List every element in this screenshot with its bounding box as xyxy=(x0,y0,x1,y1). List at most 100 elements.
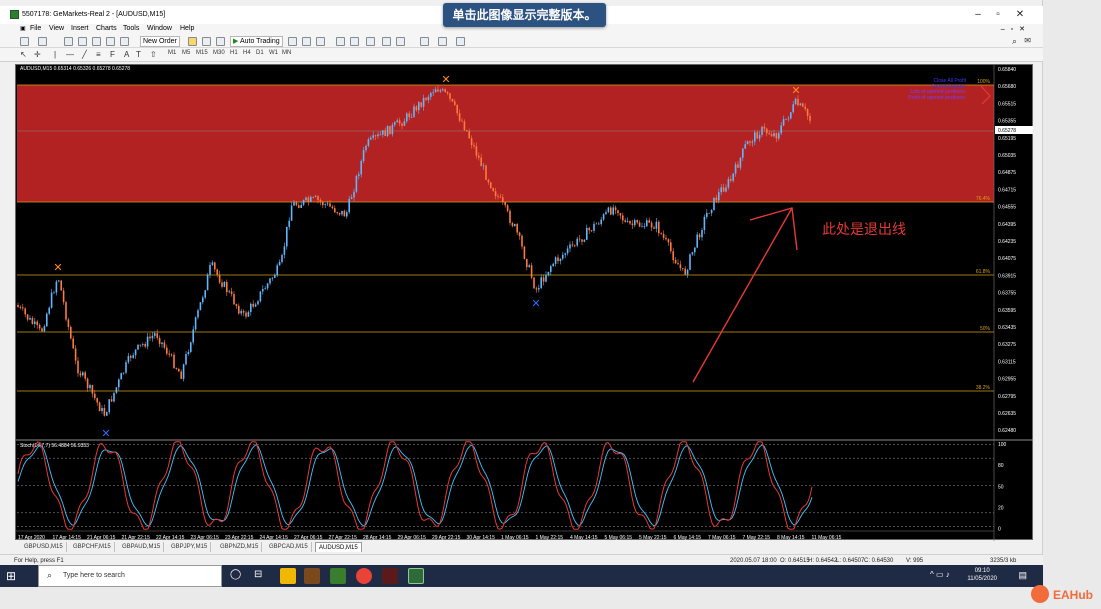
line-chart-icon[interactable] xyxy=(316,37,325,46)
candle-body xyxy=(180,371,182,379)
trendline-icon[interactable]: ╱ xyxy=(82,50,87,59)
current-price-box xyxy=(995,126,1033,134)
candle-body xyxy=(499,196,502,198)
tf-h1[interactable]: H1 xyxy=(230,50,238,56)
metatrader-icon[interactable] xyxy=(382,568,398,584)
vertical-line-icon[interactable]: | xyxy=(54,50,57,59)
autoscroll-icon[interactable] xyxy=(382,37,391,46)
info-close-all[interactable]: Close All Profit xyxy=(933,78,966,84)
market-icon[interactable] xyxy=(216,37,225,46)
candlestick-icon[interactable] xyxy=(302,37,311,46)
channel-icon[interactable]: ≡ xyxy=(96,50,101,59)
search-icon[interactable]: ⌕ xyxy=(1011,36,1017,46)
candle-body xyxy=(790,112,792,119)
tab-audusd[interactable]: AUDUSD,M15 xyxy=(315,542,362,552)
menu-view[interactable]: View xyxy=(49,25,65,32)
taskbar-clock[interactable]: 09:10 11/05/2020 xyxy=(967,567,997,583)
candle-body xyxy=(598,223,600,225)
new-chart-icon[interactable] xyxy=(20,37,29,46)
metatrader-active-icon[interactable] xyxy=(408,568,424,584)
candle-body xyxy=(432,92,434,94)
new-order-button[interactable]: New Order xyxy=(140,36,180,47)
chart-shift-icon[interactable] xyxy=(396,37,405,46)
task-switch-icon[interactable]: ⊟ xyxy=(254,569,263,580)
candle-body xyxy=(761,126,763,135)
data-window-icon[interactable] xyxy=(78,37,87,46)
tf-m5[interactable]: M5 xyxy=(182,50,191,56)
close-button[interactable]: ✕ xyxy=(1015,9,1025,20)
candle-body xyxy=(554,257,557,264)
bar-chart-icon[interactable] xyxy=(288,37,297,46)
minecraft-icon[interactable] xyxy=(304,568,320,584)
tab-gbpusd[interactable]: GBPUSD,M15 xyxy=(21,542,67,552)
chart-window[interactable]: 100% 76.4% 61.8% 50% 38.2% ✕ ✕ ✕ ✕ ✕ 100 80 50 20 0 S… xyxy=(15,64,1034,541)
horizontal-line-icon[interactable]: — xyxy=(66,50,74,59)
file-explorer-icon[interactable] xyxy=(280,568,296,584)
candle-body xyxy=(77,360,79,374)
chrome-icon[interactable] xyxy=(356,568,372,584)
tab-gbpjpy[interactable]: GBPJPY,M15 xyxy=(168,542,212,552)
menu-insert[interactable]: Insert xyxy=(71,25,89,32)
tf-m1[interactable]: M1 xyxy=(168,50,177,56)
candle-body xyxy=(19,307,22,308)
mdi-controls[interactable]: –▫✕ xyxy=(1000,26,1031,33)
menu-charts[interactable]: Charts xyxy=(96,25,117,32)
full-version-banner[interactable]: 单击此图像显示完整版本。 xyxy=(443,3,606,27)
tf-mn[interactable]: MN xyxy=(282,50,292,56)
candle-body xyxy=(235,304,238,306)
menu-help[interactable]: Help xyxy=(180,25,195,32)
tab-gbpaud[interactable]: GBPAUD,M15 xyxy=(119,542,165,552)
terminal-icon[interactable] xyxy=(106,37,115,46)
tf-m15[interactable]: M15 xyxy=(196,50,208,56)
text-icon[interactable]: A xyxy=(124,50,130,59)
minimize-button[interactable]: – xyxy=(975,9,981,20)
main-toolbar: New Order ▶ Auto Trading ⌕ ✉ xyxy=(0,35,1043,48)
menu-tools[interactable]: Tools xyxy=(123,25,140,32)
taskbar-search-input[interactable]: ⌕ Type here to search xyxy=(38,565,222,587)
candle-body xyxy=(281,254,283,263)
tf-d1[interactable]: D1 xyxy=(256,50,264,56)
tab-gbpnzd[interactable]: GBPNZD,M15 xyxy=(217,542,263,552)
tray-icons[interactable]: ^ ▭ ♪ xyxy=(930,570,950,579)
store-icon[interactable] xyxy=(330,568,346,584)
chart-menu-icon[interactable]: ▣ xyxy=(20,26,26,32)
fibonacci-icon[interactable]: F xyxy=(110,50,115,59)
tester-icon[interactable] xyxy=(120,37,129,46)
market-watch-icon[interactable] xyxy=(64,37,73,46)
candle-body xyxy=(715,197,718,201)
navigator-icon[interactable] xyxy=(92,37,101,46)
templates-icon[interactable] xyxy=(456,37,465,46)
cursor-icon[interactable]: ↖ xyxy=(20,50,27,59)
arrows-icon[interactable]: ⇧ xyxy=(150,50,157,59)
indicators-icon[interactable] xyxy=(420,37,429,46)
auto-trading-button[interactable]: ▶ Auto Trading xyxy=(230,36,283,47)
tab-gbpcad[interactable]: GBPCAD,M15 xyxy=(266,542,312,552)
menu-file[interactable]: File xyxy=(30,25,42,32)
task-view-icon[interactable]: ◯ xyxy=(230,569,242,580)
menu-window[interactable]: Window xyxy=(147,25,172,32)
candle-body xyxy=(564,253,566,255)
zoom-out-icon[interactable] xyxy=(350,37,359,46)
crosshair-icon[interactable]: ✛ xyxy=(34,50,41,59)
price-chart[interactable]: 100% 76.4% 61.8% 50% 38.2% ✕ ✕ ✕ ✕ ✕ 100 80 50 20 0 S… xyxy=(16,65,1034,541)
profiles-icon[interactable] xyxy=(38,37,47,46)
metaeditor-icon[interactable] xyxy=(188,37,197,46)
candle-body xyxy=(53,292,55,294)
zoom-in-icon[interactable] xyxy=(336,37,345,46)
tf-w1[interactable]: W1 xyxy=(269,50,278,56)
windows-start-icon[interactable]: ⊞ xyxy=(5,569,17,583)
signals-icon[interactable] xyxy=(202,37,211,46)
tile-windows-icon[interactable] xyxy=(366,37,375,46)
candle-body xyxy=(355,175,358,192)
chat-icon[interactable]: ✉ xyxy=(1024,36,1031,45)
notification-icon[interactable]: ▤ xyxy=(1018,570,1027,580)
tf-h4[interactable]: H4 xyxy=(243,50,251,56)
time-tick-label: 17 Apr 14:15 xyxy=(53,535,82,541)
tab-gbpchf[interactable]: GBPCHF,M15 xyxy=(70,542,115,552)
maximize-button[interactable]: ▫ xyxy=(996,9,1000,20)
tf-m30[interactable]: M30 xyxy=(213,50,225,56)
label-icon[interactable]: T xyxy=(136,50,141,59)
candle-body xyxy=(614,207,617,211)
periods-icon[interactable] xyxy=(438,37,447,46)
status-help: For Help, press F1 xyxy=(14,558,64,564)
